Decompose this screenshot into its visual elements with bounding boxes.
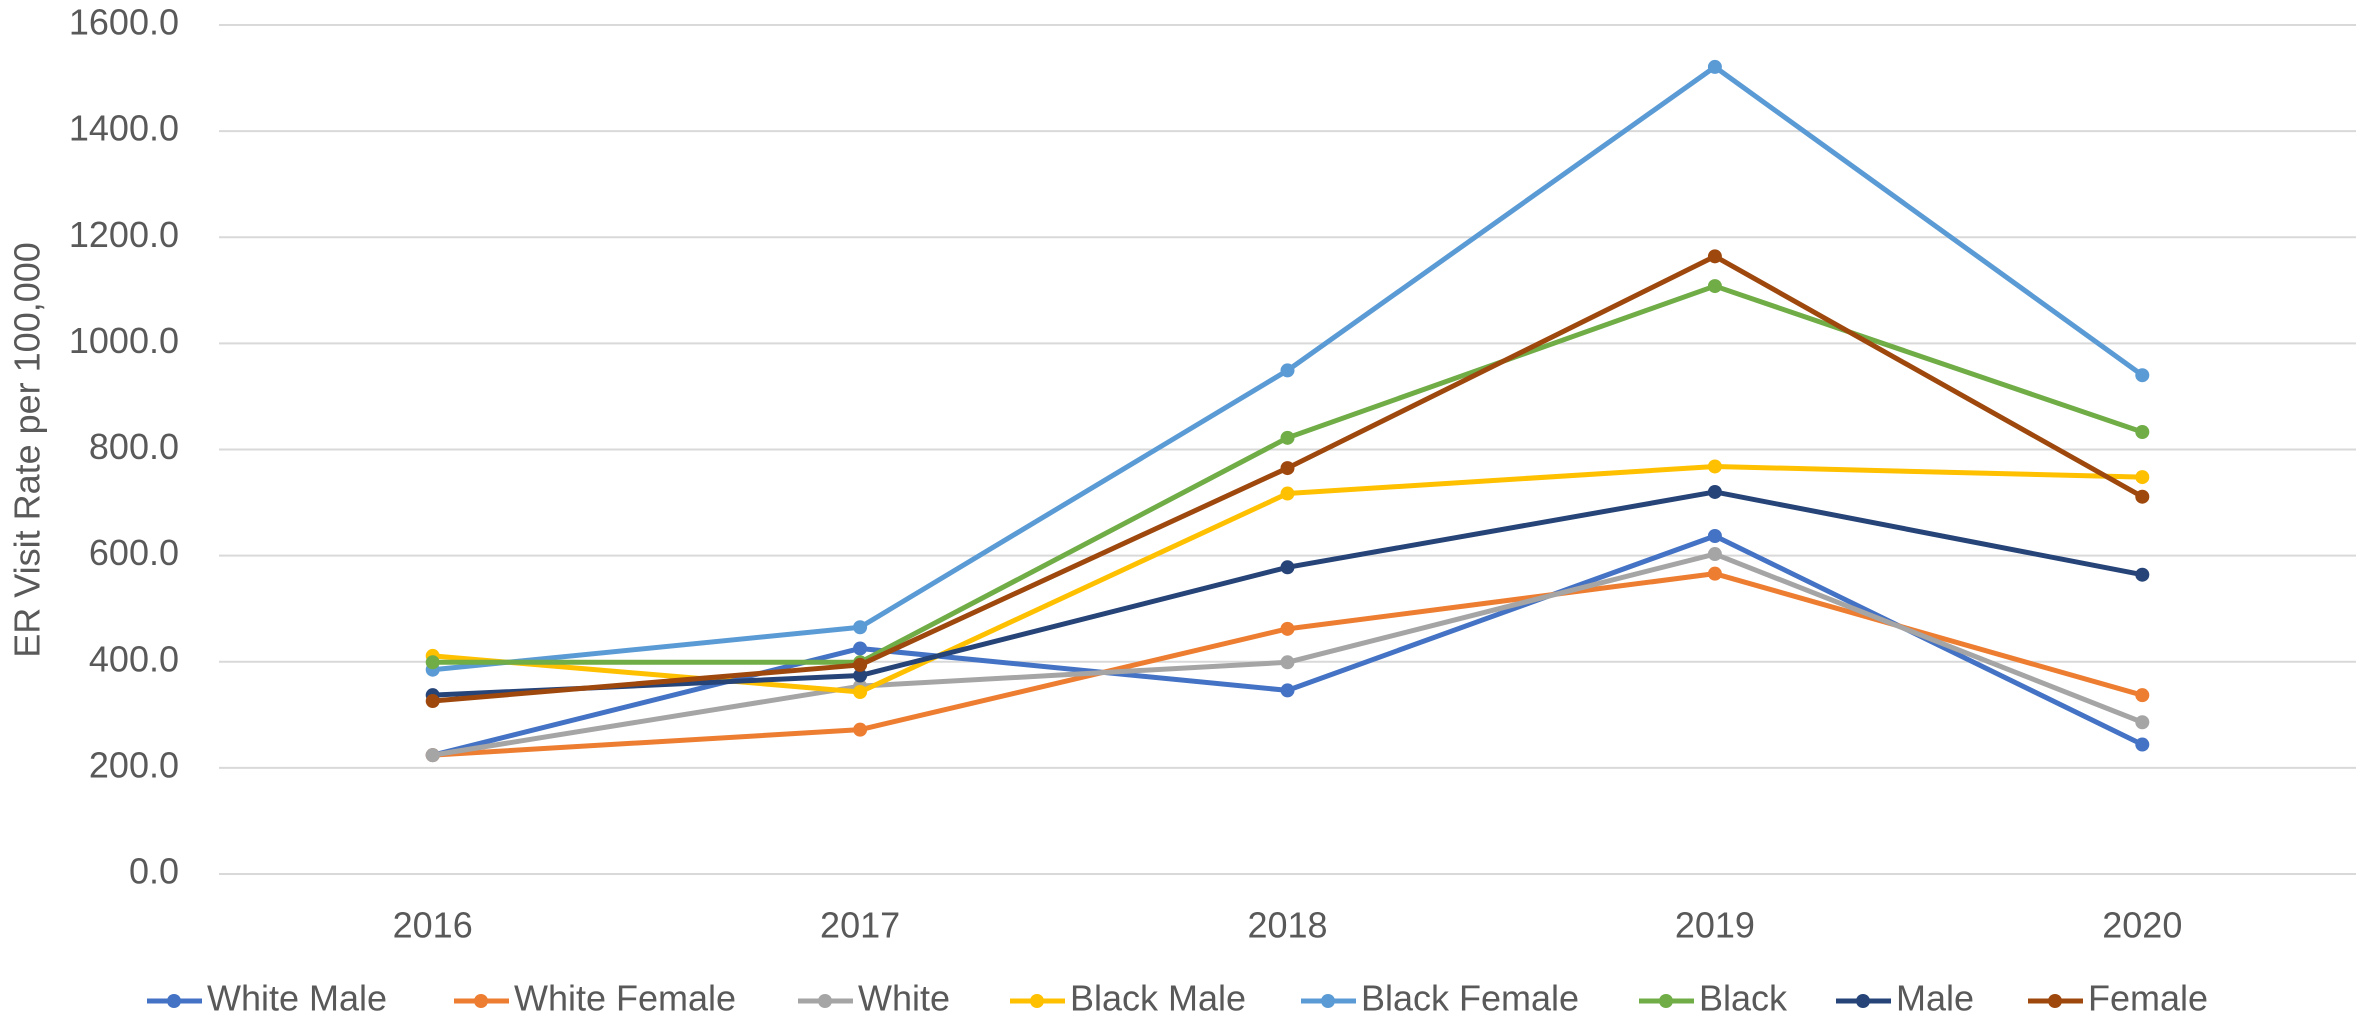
legend-marker: [2048, 994, 2062, 1008]
data-point: [1707, 279, 1722, 294]
y-tick-label: 400.0: [89, 638, 179, 679]
data-point: [1280, 430, 1295, 445]
legend-marker: [818, 994, 832, 1008]
data-point: [1707, 547, 1722, 562]
data-point: [2135, 470, 2150, 485]
data-point: [1280, 461, 1295, 476]
x-tick-label: 2016: [393, 905, 473, 946]
x-tick-label: 2017: [820, 905, 900, 946]
legend-label: Black Male: [1070, 978, 1246, 1019]
y-tick-label: 800.0: [89, 426, 179, 467]
data-point: [2135, 368, 2150, 383]
data-point: [1707, 459, 1722, 474]
y-tick-label: 200.0: [89, 744, 179, 785]
data-point: [2135, 737, 2150, 752]
data-point: [425, 748, 440, 763]
data-point: [2135, 424, 2150, 439]
data-point: [2135, 567, 2150, 582]
data-point: [1707, 566, 1722, 581]
data-point: [1707, 249, 1722, 264]
data-point: [853, 620, 868, 635]
y-tick-label: 600.0: [89, 532, 179, 573]
y-tick-label: 1200.0: [69, 214, 179, 255]
legend-label: Black Female: [1361, 978, 1579, 1019]
data-point: [853, 684, 868, 699]
y-tick-label: 0.0: [129, 851, 179, 892]
x-tick-label: 2020: [2102, 905, 2182, 946]
x-tick-label: 2018: [1247, 905, 1327, 946]
data-point: [853, 722, 868, 737]
data-point: [1707, 484, 1722, 499]
legend-label: Black: [1699, 978, 1788, 1019]
y-tick-label: 1000.0: [69, 320, 179, 361]
data-point: [1707, 528, 1722, 543]
legend-marker: [1321, 994, 1335, 1008]
data-point: [2135, 489, 2150, 504]
data-point: [2135, 688, 2150, 703]
legend-label: Male: [1896, 978, 1974, 1019]
y-tick-label: 1400.0: [69, 108, 179, 149]
data-point: [1280, 486, 1295, 501]
legend-marker: [1030, 994, 1044, 1008]
x-tick-label: 2019: [1675, 905, 1755, 946]
legend-marker: [1856, 994, 1870, 1008]
data-point: [1280, 655, 1295, 670]
data-point: [853, 641, 868, 656]
y-axis-label: ER Visit Rate per 100,000: [7, 242, 48, 658]
data-point: [853, 668, 868, 683]
data-point: [425, 694, 440, 709]
data-point: [2135, 715, 2150, 730]
series-line: [432, 551, 2144, 758]
data-point: [1280, 621, 1295, 636]
legend-marker: [167, 994, 181, 1008]
data-point: [425, 655, 440, 670]
data-point: [853, 657, 868, 672]
data-point: [1280, 363, 1295, 378]
legend-label: White: [858, 978, 950, 1019]
legend-label: Female: [2088, 978, 2208, 1019]
legend-marker: [1659, 994, 1673, 1008]
legend-label: White Female: [514, 978, 736, 1019]
data-point: [1280, 560, 1295, 575]
legend-marker: [474, 994, 488, 1008]
data-point: [1280, 683, 1295, 698]
data-point: [1707, 59, 1722, 74]
y-tick-label: 1600.0: [69, 2, 179, 43]
legend-label: White Male: [207, 978, 387, 1019]
